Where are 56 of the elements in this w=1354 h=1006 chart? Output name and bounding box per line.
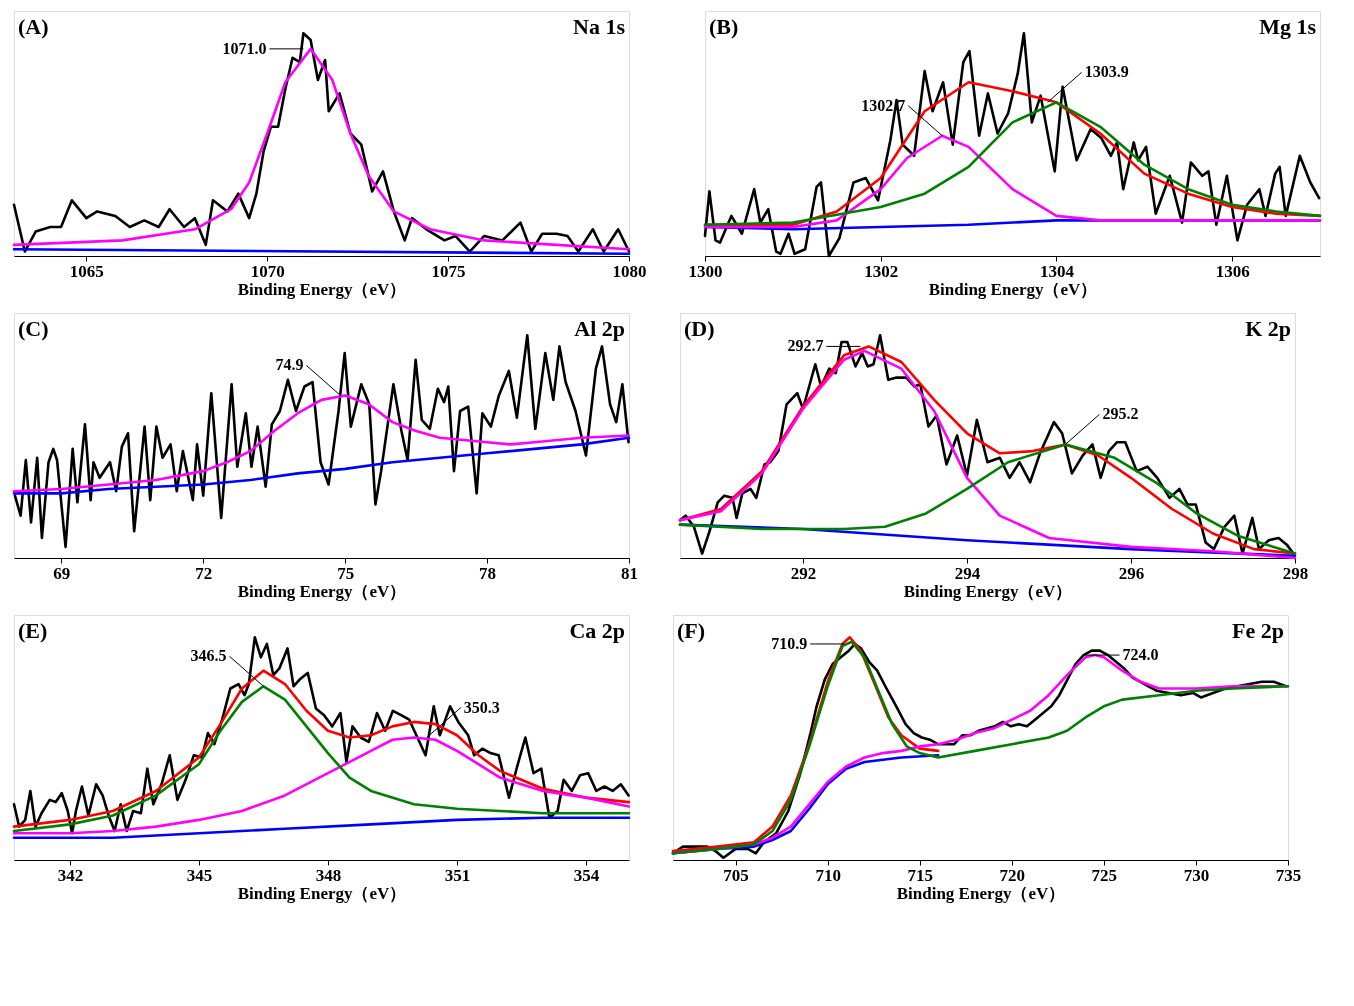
x-axis-title: Binding Energy（eV） — [928, 279, 1098, 299]
annotation: 1071.0 — [222, 39, 267, 57]
x-tick-label: 78 — [479, 563, 497, 583]
x-tick-label: 705 — [723, 865, 749, 885]
x-tick-label: 69 — [53, 563, 71, 583]
x-axis-title: Binding Energy（eV） — [237, 883, 407, 903]
x-axis-title: Binding Energy（eV） — [896, 883, 1066, 903]
annotation: 724.0 — [1122, 646, 1159, 664]
chart-subtitle: Na 1s — [573, 14, 626, 39]
chart-title: (A) — [18, 14, 49, 39]
x-tick-label: 730 — [1183, 865, 1210, 885]
chart-title: (D) — [684, 316, 715, 341]
x-tick-label: 735 — [1275, 865, 1302, 885]
chart-subtitle: Ca 2p — [569, 618, 625, 643]
x-tick-label: 296 — [1118, 563, 1145, 583]
x-tick-label: 348 — [315, 865, 342, 885]
x-tick-label: 1304 — [1039, 261, 1075, 281]
x-tick-label: 81 — [621, 563, 638, 583]
x-tick-label: 342 — [57, 865, 84, 885]
x-tick-label: 1070 — [250, 261, 285, 281]
chart-subtitle: Mg 1s — [1259, 14, 1317, 39]
annotation: 1303.9 — [1084, 63, 1129, 81]
x-tick-label: 1075 — [431, 261, 466, 281]
annotation: 350.3 — [463, 698, 500, 716]
x-tick-label: 75 — [337, 563, 355, 583]
annotation: 74.9 — [275, 356, 304, 374]
x-tick-label: 298 — [1282, 563, 1309, 583]
x-tick-label: 351 — [444, 865, 471, 885]
annotation: 292.7 — [787, 337, 824, 355]
x-tick-label: 292 — [790, 563, 817, 583]
annotation: 346.5 — [190, 647, 227, 665]
annotation: 710.9 — [771, 634, 808, 652]
x-tick-label: 354 — [573, 865, 600, 885]
x-tick-label: 1300 — [688, 261, 723, 281]
x-tick-label: 1306 — [1215, 261, 1250, 281]
x-tick-label: 725 — [1091, 865, 1118, 885]
x-tick-label: 1065 — [69, 261, 104, 281]
x-tick-label: 720 — [999, 865, 1026, 885]
chart-title: (F) — [677, 618, 706, 643]
chart-subtitle: K 2p — [1245, 316, 1291, 341]
chart-subtitle: Al 2p — [574, 316, 625, 341]
x-tick-label: 715 — [907, 865, 933, 885]
chart-title: (E) — [18, 618, 48, 643]
chart-title: (B) — [709, 14, 739, 39]
x-tick-label: 345 — [186, 865, 213, 885]
x-tick-label: 1302 — [864, 261, 899, 281]
x-axis-title: Binding Energy（eV） — [237, 279, 407, 299]
chart-subtitle: Fe 2p — [1232, 618, 1284, 643]
annotation: 295.2 — [1102, 405, 1139, 423]
x-tick-label: 294 — [954, 563, 981, 583]
x-tick-label: 710 — [815, 865, 841, 885]
chart-title: (C) — [18, 316, 49, 341]
x-tick-label: 72 — [195, 563, 213, 583]
x-axis-title: Binding Energy（eV） — [237, 581, 407, 601]
x-tick-label: 1080 — [612, 261, 647, 281]
x-axis-title: Binding Energy（eV） — [903, 581, 1073, 601]
